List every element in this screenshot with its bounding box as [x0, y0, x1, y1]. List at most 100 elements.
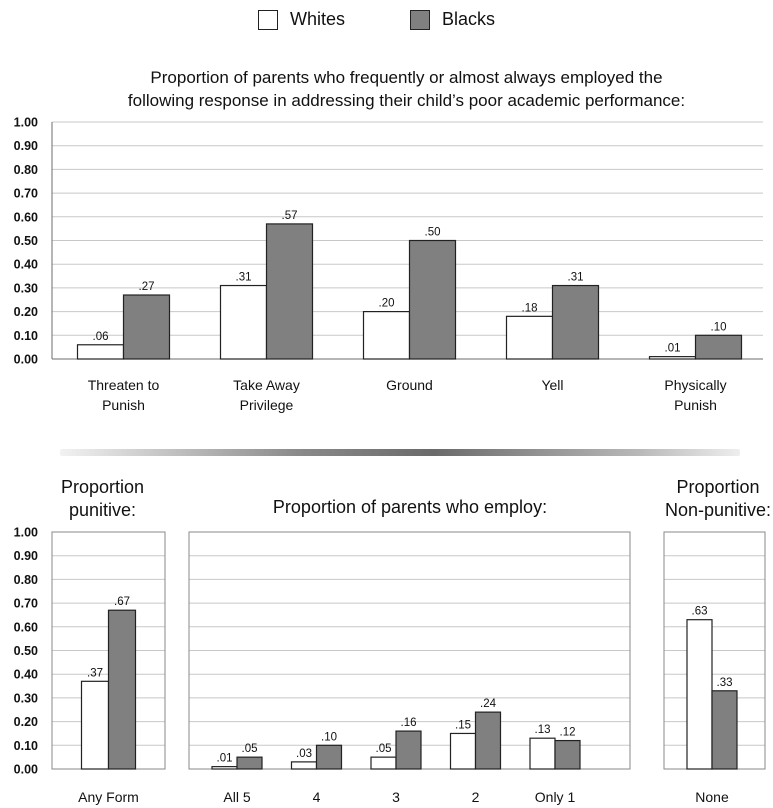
top-category-label: Ground: [386, 377, 433, 393]
top-y-tick-label: 0.40: [14, 258, 38, 272]
section-divider: [60, 449, 740, 456]
top-data-label-whites: .01: [665, 343, 681, 355]
employ-category-label: Only 1: [535, 789, 576, 805]
top-bar-blacks: [265, 223, 314, 360]
top-chart-title-line1: Proportion of parents who frequently or …: [150, 68, 663, 87]
legend-label-blacks: Blacks: [442, 9, 496, 29]
legend-item-blacks: Blacks: [410, 9, 495, 30]
employ-data-label-blacks: .12: [560, 727, 576, 739]
employ-data-label-blacks: .16: [401, 717, 417, 729]
top-y-tick-label: 0.20: [14, 305, 38, 319]
punitive-y-tick-label: 0.50: [14, 644, 38, 658]
employ-bar-blacks: [315, 744, 343, 770]
non-punitive-bar-whites: [686, 619, 713, 770]
legend-swatch-whites: [258, 9, 278, 30]
employ-bar-blacks: [236, 756, 263, 770]
top-y-tick-label: 0.30: [14, 281, 38, 295]
punitive-y-tick-label: 0.20: [14, 715, 38, 729]
top-bar-whites: [219, 284, 268, 360]
non-punitive-title-line1: Proportion: [676, 477, 760, 497]
top-y-tick-label: 0.60: [14, 210, 38, 224]
top-y-tick-label: 0.10: [14, 329, 38, 343]
employ-category-label: All 5: [223, 789, 250, 805]
top-bar-blacks: [408, 239, 457, 360]
punitive-data-label-blacks: .67: [114, 596, 130, 608]
top-y-tick-label: 0.00: [14, 353, 38, 367]
employ-bar-blacks: [554, 739, 581, 770]
employ-data-label-whites: .13: [535, 724, 551, 736]
non-punitive-title-line2: Non-punitive:: [664, 500, 772, 520]
employ-bar-whites: [449, 732, 477, 770]
employ-bar-blacks: [474, 711, 502, 770]
employ-bar-blacks: [395, 730, 422, 770]
top-bar-blacks: [122, 294, 171, 360]
punitive-title-line2: punitive:: [68, 500, 137, 520]
legend-label-whites: Whites: [290, 9, 346, 29]
top-category-label: Punish: [102, 397, 145, 413]
top-data-label-whites: .06: [93, 331, 109, 343]
employ-data-label-blacks: .05: [242, 743, 258, 755]
top-data-label-whites: .31: [236, 272, 252, 284]
top-y-tick-label: 0.90: [14, 139, 38, 153]
punitive-chart-title: Proportion punitive:: [40, 476, 165, 522]
top-bar-blacks: [694, 334, 743, 360]
top-data-label-blacks: .50: [425, 227, 441, 239]
punitive-title-line1: Proportion: [60, 477, 145, 497]
non-punitive-data-label-blacks: .33: [717, 677, 733, 689]
legend-swatch-blacks: [410, 9, 430, 30]
top-y-tick-label: 0.80: [14, 163, 38, 177]
employ-bar-whites: [290, 761, 318, 770]
top-category-label: Punish: [674, 397, 717, 413]
top-bar-whites: [505, 315, 554, 360]
top-category-label: Physically: [664, 377, 726, 393]
top-y-tick-label: 1.00: [14, 116, 38, 130]
punitive-y-tick-label: 1.00: [14, 526, 38, 540]
employ-chart-title: Proportion of parents who employ:: [272, 497, 548, 517]
punitive-y-tick-label: 0.00: [14, 763, 38, 777]
non-punitive-data-label-whites: .63: [692, 606, 708, 618]
top-category-label: Yell: [541, 377, 563, 393]
employ-data-label-whites: .05: [376, 743, 392, 755]
top-bar-whites: [648, 356, 697, 360]
top-data-label-whites: .20: [379, 298, 395, 310]
punitive-y-tick-label: 0.80: [14, 573, 38, 587]
employ-data-label-whites: .01: [217, 753, 233, 765]
legend: Whites Blacks: [0, 6, 773, 34]
employ-bar-whites: [211, 766, 238, 770]
top-bar-blacks: [551, 284, 600, 360]
non-punitive-bar-blacks: [711, 690, 738, 770]
employ-category-label: 3: [392, 789, 400, 805]
punitive-bar-blacks: [107, 609, 137, 770]
punitive-category-label: Any Form: [78, 789, 139, 805]
top-y-tick-label: 0.50: [14, 234, 38, 248]
employ-category-label: 4: [313, 789, 321, 805]
top-category-label: Privilege: [240, 397, 294, 413]
employ-data-label-blacks: .24: [480, 698, 497, 710]
top-y-tick-label: 0.70: [14, 187, 38, 201]
top-category-label: Take Away: [233, 377, 300, 393]
non-punitive-chart-title: Proportion Non-punitive:: [663, 476, 773, 522]
top-chart-title-line2: following response in addressing their c…: [127, 91, 686, 110]
top-data-label-whites: .18: [522, 302, 538, 314]
employ-category-label: 2: [472, 789, 480, 805]
non-punitive-category-label: None: [695, 789, 729, 805]
employ-bar-whites: [529, 737, 556, 770]
top-data-label-blacks: .31: [568, 272, 584, 284]
legend-item-whites: Whites: [258, 9, 345, 30]
top-bar-whites: [76, 344, 125, 360]
punitive-y-tick-label: 0.10: [14, 739, 38, 753]
punitive-bar-whites: [80, 680, 110, 770]
top-chart-title: Proportion of parents who frequently or …: [40, 66, 773, 112]
punitive-y-tick-label: 0.60: [14, 620, 38, 634]
employ-bar-whites: [370, 756, 397, 770]
top-data-label-blacks: .57: [282, 210, 298, 222]
top-data-label-blacks: .10: [711, 321, 727, 333]
top-category-label: Threaten to: [88, 377, 160, 393]
employ-data-label-blacks: .10: [321, 731, 337, 743]
top-data-label-blacks: .27: [139, 281, 155, 293]
punitive-y-tick-label: 0.90: [14, 549, 38, 563]
employ-data-label-whites: .15: [455, 719, 471, 731]
employ-data-label-whites: .03: [296, 748, 312, 760]
punitive-y-tick-label: 0.40: [14, 668, 38, 682]
